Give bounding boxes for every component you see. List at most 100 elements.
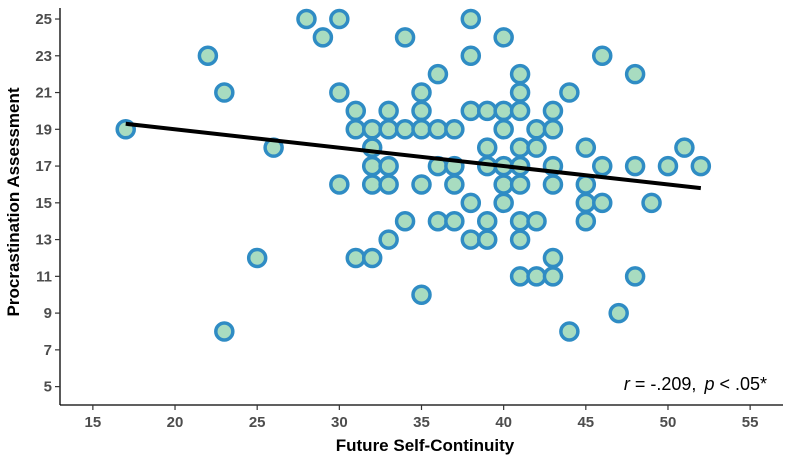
- y-tick-label: 7: [44, 342, 52, 359]
- data-point: [411, 82, 432, 103]
- data-point: [542, 266, 564, 287]
- x-axis-title: Future Self-Continuity: [336, 436, 515, 455]
- p-symbol: p: [703, 374, 714, 394]
- data-point: [542, 247, 564, 269]
- r-value: = -.209,: [630, 374, 697, 394]
- data-point: [411, 174, 432, 195]
- data-point: [559, 321, 580, 342]
- data-point: [509, 174, 531, 195]
- data-point: [526, 210, 547, 232]
- x-tick-label: 30: [331, 414, 348, 431]
- data-point: [559, 82, 580, 103]
- data-point: [444, 210, 465, 232]
- data-point: [624, 63, 646, 85]
- correlation-annotation: r = -.209, p < .05*: [624, 374, 767, 394]
- data-point: [345, 100, 367, 122]
- data-point: [690, 155, 712, 177]
- y-tick-label: 25: [35, 11, 52, 28]
- data-point: [493, 119, 514, 140]
- data-point: [509, 63, 531, 85]
- data-point: [394, 210, 416, 232]
- data-point: [509, 210, 531, 232]
- data-point: [509, 100, 531, 122]
- data-point: [476, 137, 498, 158]
- data-point: [378, 100, 399, 122]
- data-point: [493, 27, 514, 48]
- data-point: [427, 63, 449, 85]
- data-point: [361, 174, 383, 195]
- data-point: [575, 192, 597, 214]
- x-tick-label: 50: [660, 414, 677, 431]
- data-point: [542, 100, 564, 122]
- data-point: [427, 210, 449, 232]
- data-point: [493, 174, 514, 195]
- data-point: [444, 119, 465, 140]
- y-tick-label: 21: [35, 85, 52, 102]
- data-point: [394, 27, 416, 48]
- data-point: [460, 229, 482, 250]
- data-point: [378, 119, 399, 140]
- y-tick-label: 13: [35, 232, 52, 249]
- data-point: [641, 192, 662, 214]
- y-tick-label: 5: [44, 379, 52, 396]
- data-point: [345, 119, 367, 140]
- y-axis-title: Procrastination Assessment: [4, 87, 23, 316]
- p-value: < .05*: [714, 374, 767, 394]
- x-tick-label: 25: [249, 414, 266, 431]
- data-point: [411, 100, 432, 122]
- data-point: [476, 210, 498, 232]
- data-point: [378, 174, 399, 195]
- data-point: [624, 266, 646, 287]
- data-point: [526, 119, 547, 140]
- data-point: [509, 82, 531, 103]
- data-point: [460, 45, 482, 67]
- data-point: [493, 100, 514, 122]
- data-point: [542, 119, 564, 140]
- data-point: [575, 210, 597, 232]
- y-tick-label: 9: [44, 305, 52, 322]
- data-point: [427, 119, 449, 140]
- data-point: [592, 192, 613, 214]
- data-point: [526, 137, 547, 158]
- data-point: [493, 192, 514, 214]
- data-point: [361, 155, 383, 177]
- y-tick-label: 15: [35, 195, 52, 212]
- data-point: [476, 100, 498, 122]
- data-point: [509, 137, 531, 158]
- data-point: [361, 119, 383, 140]
- y-tick-label: 19: [35, 121, 52, 138]
- data-point: [674, 137, 695, 158]
- plot-area: 5 7 9 11 13 15 17 19 21 23 25 15 20 25 30 35 40 45 50 55: [35, 8, 783, 431]
- data-point: [575, 174, 597, 195]
- data-point: [575, 137, 597, 158]
- data-point: [329, 82, 350, 103]
- data-point: [378, 229, 399, 250]
- data-point: [246, 247, 268, 269]
- data-point: [214, 321, 235, 342]
- data-point: [329, 174, 350, 195]
- x-tick-label: 45: [577, 414, 594, 431]
- data-point: [460, 8, 482, 30]
- data-point: [214, 82, 235, 103]
- x-tick-label: 15: [85, 414, 102, 431]
- r-symbol: r: [624, 374, 631, 394]
- data-point: [526, 266, 547, 287]
- data-point: [411, 284, 432, 305]
- data-point: [460, 192, 482, 214]
- regression-line: [125, 121, 702, 191]
- x-tick-label: 35: [413, 414, 430, 431]
- x-tick-label: 40: [495, 414, 512, 431]
- x-tick-label: 20: [167, 414, 184, 431]
- data-point: [592, 45, 613, 67]
- data-point: [345, 247, 367, 269]
- data-point: [312, 27, 334, 48]
- y-tick-label: 11: [36, 268, 52, 285]
- data-point: [460, 100, 482, 122]
- data-point: [509, 229, 531, 250]
- data-point: [411, 119, 432, 140]
- data-point: [592, 155, 613, 177]
- data-point: [197, 45, 219, 67]
- data-point: [444, 174, 465, 195]
- data-point: [476, 229, 498, 250]
